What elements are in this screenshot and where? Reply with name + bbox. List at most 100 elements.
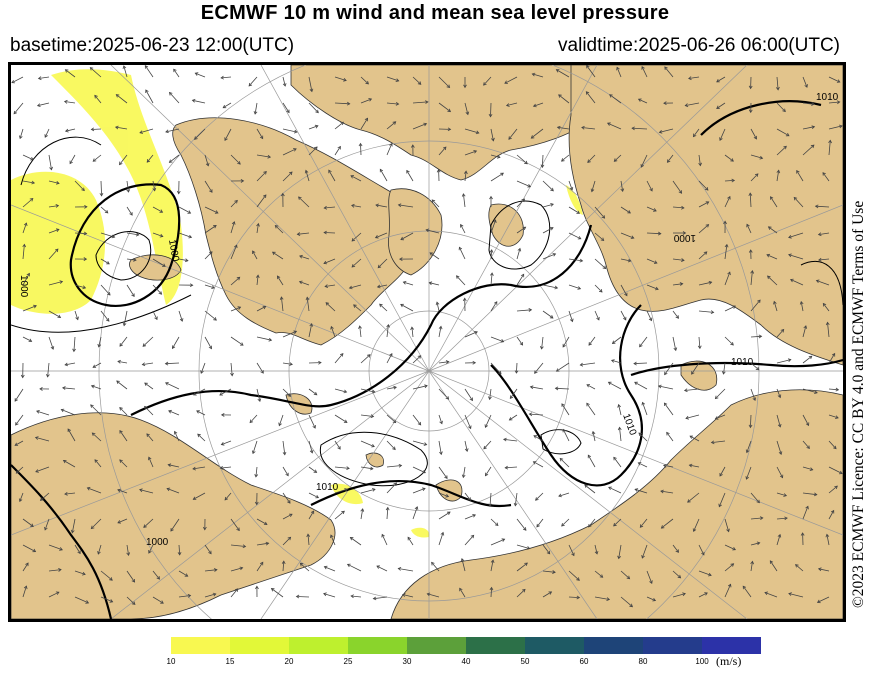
wind-arrow bbox=[73, 336, 76, 352]
wind-arrow bbox=[169, 92, 180, 104]
wind-arrow-head bbox=[397, 203, 402, 208]
wind-arrow bbox=[530, 386, 544, 390]
wind-arrow bbox=[255, 466, 258, 477]
wind-arrow bbox=[594, 258, 606, 269]
wind-arrow-head bbox=[129, 212, 133, 216]
wind-arrow bbox=[687, 492, 700, 503]
wind-arrow-head bbox=[446, 511, 451, 515]
wind-arrow-head bbox=[817, 567, 822, 572]
wind-arrow-head bbox=[377, 264, 382, 269]
wind-arrow-head bbox=[539, 346, 544, 350]
wind-arrow bbox=[594, 232, 604, 241]
wind-arrow-head bbox=[783, 493, 788, 497]
wind-arrow-head bbox=[90, 384, 95, 389]
wind-arrow-head bbox=[600, 237, 605, 242]
wind-arrow bbox=[100, 570, 113, 581]
wind-arrow bbox=[152, 232, 163, 237]
wind-arrow-head bbox=[325, 302, 330, 306]
wind-arrow bbox=[126, 258, 137, 261]
wind-arrow-head bbox=[773, 300, 777, 305]
wind-arrow-head bbox=[596, 316, 600, 321]
wind-arrow-head bbox=[417, 421, 422, 426]
wind-arrow-head bbox=[289, 362, 293, 366]
wind-arrow bbox=[308, 102, 319, 113]
wind-arrow bbox=[324, 232, 336, 234]
wind-arrow-head bbox=[534, 370, 538, 374]
wind-arrow bbox=[646, 596, 656, 601]
wind-arrow-head bbox=[162, 263, 166, 267]
wind-arrow-head bbox=[177, 552, 182, 556]
wind-arrow-head bbox=[168, 159, 173, 163]
wind-arrow bbox=[298, 196, 310, 208]
wind-arrow-head bbox=[193, 392, 197, 396]
wind-arrow-head bbox=[627, 210, 631, 214]
wind-arrow-head bbox=[777, 423, 782, 428]
wind-arrow bbox=[360, 388, 375, 393]
wind-arrow bbox=[278, 414, 284, 426]
wind-arrow bbox=[22, 244, 25, 260]
wind-arrow-head bbox=[769, 560, 774, 564]
wind-arrow-head bbox=[835, 387, 840, 392]
wind-arrow-head bbox=[782, 108, 786, 113]
wind-arrow-head bbox=[681, 205, 685, 210]
wind-arrow-head bbox=[67, 428, 71, 432]
wind-arrow-head bbox=[64, 491, 68, 496]
wind-arrow-head bbox=[825, 533, 830, 538]
wind-arrow-head bbox=[85, 600, 90, 604]
wind-arrow-head bbox=[375, 203, 379, 208]
wind-arrow-head bbox=[586, 65, 590, 69]
wind-arrow-head bbox=[385, 506, 390, 511]
wind-arrow-head bbox=[144, 382, 148, 386]
wind-arrow bbox=[282, 128, 297, 133]
wind-arrow-head bbox=[594, 550, 599, 555]
wind-arrow bbox=[698, 281, 712, 286]
wind-arrow bbox=[35, 437, 50, 442]
wind-arrow-head bbox=[730, 158, 734, 162]
wind-arrow bbox=[334, 121, 344, 130]
wind-arrow bbox=[144, 406, 154, 416]
wind-arrow bbox=[514, 492, 518, 506]
wind-arrow bbox=[541, 336, 544, 349]
wind-arrow-head bbox=[758, 334, 763, 339]
wind-arrow bbox=[65, 128, 76, 132]
wind-arrow bbox=[767, 275, 778, 286]
wind-arrow bbox=[613, 457, 622, 468]
wind-arrow-head bbox=[263, 171, 267, 175]
wind-arrow-head bbox=[535, 497, 539, 501]
wind-arrow bbox=[252, 440, 258, 454]
wind-arrow bbox=[74, 544, 81, 554]
wind-arrow bbox=[91, 385, 102, 390]
weather-map[interactable]: 1000 1010 1000 1010 1010 1000 1010 1000 bbox=[8, 62, 846, 622]
wind-arrow bbox=[723, 362, 726, 375]
wind-arrow-head bbox=[236, 527, 240, 532]
wind-arrow bbox=[431, 562, 440, 572]
wind-arrow bbox=[398, 204, 414, 208]
wind-arrow bbox=[685, 102, 700, 106]
wind-arrow-head bbox=[131, 578, 136, 583]
wind-arrow-head bbox=[710, 310, 715, 315]
wind-arrow-head bbox=[649, 187, 653, 192]
wind-arrow-head bbox=[503, 437, 507, 442]
wind-arrow-head bbox=[117, 488, 121, 493]
wind-arrow-head bbox=[315, 109, 319, 114]
wind-arrow bbox=[193, 388, 206, 396]
wind-arrow-head bbox=[439, 451, 443, 456]
wind-arrow bbox=[192, 99, 206, 104]
wind-arrow-head bbox=[278, 422, 282, 427]
wind-arrow bbox=[307, 534, 310, 546]
wind-arrow-head bbox=[445, 396, 450, 400]
wind-arrow-head bbox=[237, 306, 242, 310]
wind-arrow-head bbox=[60, 408, 65, 413]
wind-arrow bbox=[561, 518, 570, 527]
wind-arrow bbox=[139, 128, 154, 134]
wind-arrow-head bbox=[115, 94, 120, 98]
wind-arrow bbox=[698, 544, 705, 556]
wind-arrow-head bbox=[104, 209, 109, 214]
wind-arrow bbox=[200, 362, 206, 374]
wind-arrow bbox=[516, 198, 525, 208]
wind-arrow bbox=[97, 544, 102, 555]
wind-arrow bbox=[750, 128, 757, 140]
wind-arrow-head bbox=[445, 494, 450, 498]
wind-arrow-head bbox=[460, 223, 464, 228]
wind-arrow bbox=[618, 544, 622, 559]
